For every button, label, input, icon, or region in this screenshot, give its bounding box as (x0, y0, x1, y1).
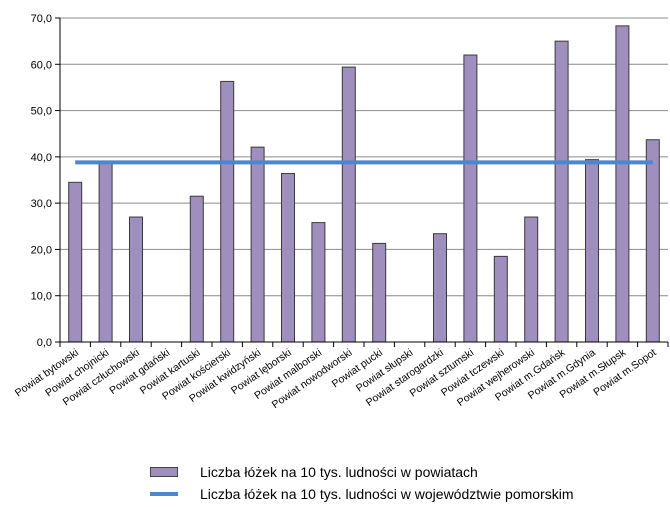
legend-item-bars: Liczba łóżek na 10 tys. ludności w powia… (150, 462, 574, 482)
bar (433, 233, 447, 343)
y-tick-label: 20,0 (31, 244, 52, 256)
bar (129, 216, 143, 343)
y-tick-label: 0,0 (37, 337, 52, 349)
legend-swatch-bars (150, 467, 178, 477)
bar (493, 255, 508, 343)
axes (59, 18, 669, 347)
y-tick-label: 50,0 (31, 106, 52, 118)
bar (463, 54, 478, 343)
legend-label-bars: Liczba łóżek na 10 tys. ludności w powia… (200, 464, 478, 480)
bars (68, 25, 660, 343)
bar (250, 146, 265, 343)
legend-swatch-line (150, 492, 178, 496)
bar (615, 25, 630, 343)
bar (98, 160, 113, 343)
y-axis-ticks: 0,0 10,0 20,0 30,0 40,0 50,0 60,0 70,0 (31, 13, 52, 349)
bar (68, 181, 83, 343)
bar (645, 139, 660, 343)
bar (554, 40, 569, 343)
legend-label-line: Liczba łóżek na 10 tys. ludności w wojew… (200, 486, 574, 502)
y-tick-label: 40,0 (31, 152, 52, 164)
gridlines (55, 17, 668, 343)
bar (189, 195, 204, 343)
bar (585, 159, 599, 343)
bar-chart: 0,0 10,0 20,0 30,0 40,0 50,0 60,0 70,0 Powiat b… (13, 13, 669, 411)
legend: Liczba łóżek na 10 tys. ludności w powia… (150, 462, 574, 506)
legend-item-line: Liczba łóżek na 10 tys. ludności w wojew… (150, 484, 574, 504)
bar (220, 80, 235, 343)
bar (341, 66, 356, 343)
y-tick-label: 60,0 (31, 59, 52, 71)
bar (372, 242, 387, 343)
y-tick-label: 10,0 (31, 291, 52, 303)
y-tick-label: 70,0 (31, 13, 52, 25)
y-tick-label: 30,0 (31, 198, 52, 210)
bar (311, 222, 326, 343)
bar (524, 216, 539, 343)
bar (281, 173, 295, 343)
